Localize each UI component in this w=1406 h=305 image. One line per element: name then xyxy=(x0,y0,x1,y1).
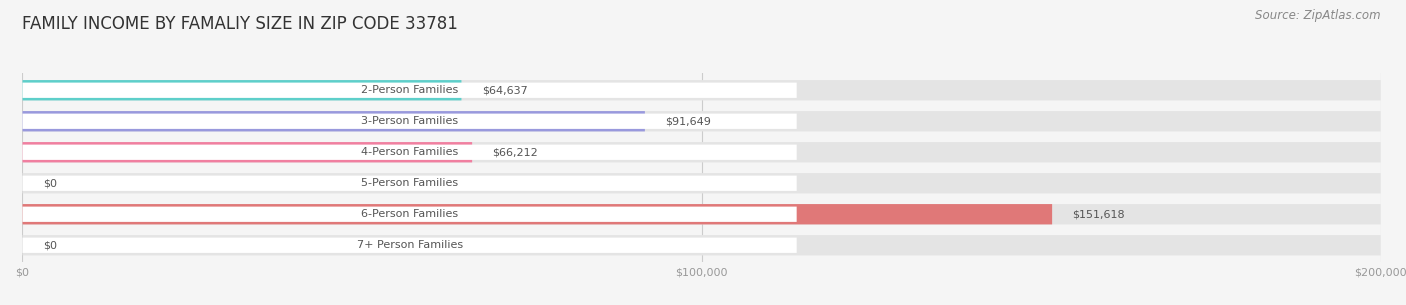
FancyBboxPatch shape xyxy=(22,111,645,131)
FancyBboxPatch shape xyxy=(22,204,1052,224)
FancyBboxPatch shape xyxy=(22,142,472,163)
FancyBboxPatch shape xyxy=(22,113,797,129)
FancyBboxPatch shape xyxy=(22,235,1381,255)
Text: 6-Person Families: 6-Person Families xyxy=(361,209,458,219)
Text: 3-Person Families: 3-Person Families xyxy=(361,116,458,126)
Text: 2-Person Families: 2-Person Families xyxy=(361,85,458,95)
FancyBboxPatch shape xyxy=(22,80,1381,100)
Text: $0: $0 xyxy=(42,240,56,250)
Text: FAMILY INCOME BY FAMALIY SIZE IN ZIP CODE 33781: FAMILY INCOME BY FAMALIY SIZE IN ZIP COD… xyxy=(22,15,458,33)
FancyBboxPatch shape xyxy=(22,142,1381,163)
Text: $64,637: $64,637 xyxy=(482,85,527,95)
Text: 4-Person Families: 4-Person Families xyxy=(361,147,458,157)
FancyBboxPatch shape xyxy=(22,111,1381,131)
Text: $0: $0 xyxy=(42,178,56,188)
Text: Source: ZipAtlas.com: Source: ZipAtlas.com xyxy=(1256,9,1381,22)
FancyBboxPatch shape xyxy=(22,145,797,160)
Text: 5-Person Families: 5-Person Families xyxy=(361,178,458,188)
FancyBboxPatch shape xyxy=(22,238,797,253)
Text: $91,649: $91,649 xyxy=(665,116,711,126)
Text: $151,618: $151,618 xyxy=(1073,209,1125,219)
FancyBboxPatch shape xyxy=(22,204,1381,224)
FancyBboxPatch shape xyxy=(22,173,1381,193)
FancyBboxPatch shape xyxy=(22,206,797,222)
Text: $66,212: $66,212 xyxy=(492,147,538,157)
FancyBboxPatch shape xyxy=(22,80,461,100)
FancyBboxPatch shape xyxy=(22,176,797,191)
Text: 7+ Person Families: 7+ Person Families xyxy=(357,240,463,250)
FancyBboxPatch shape xyxy=(22,83,797,98)
